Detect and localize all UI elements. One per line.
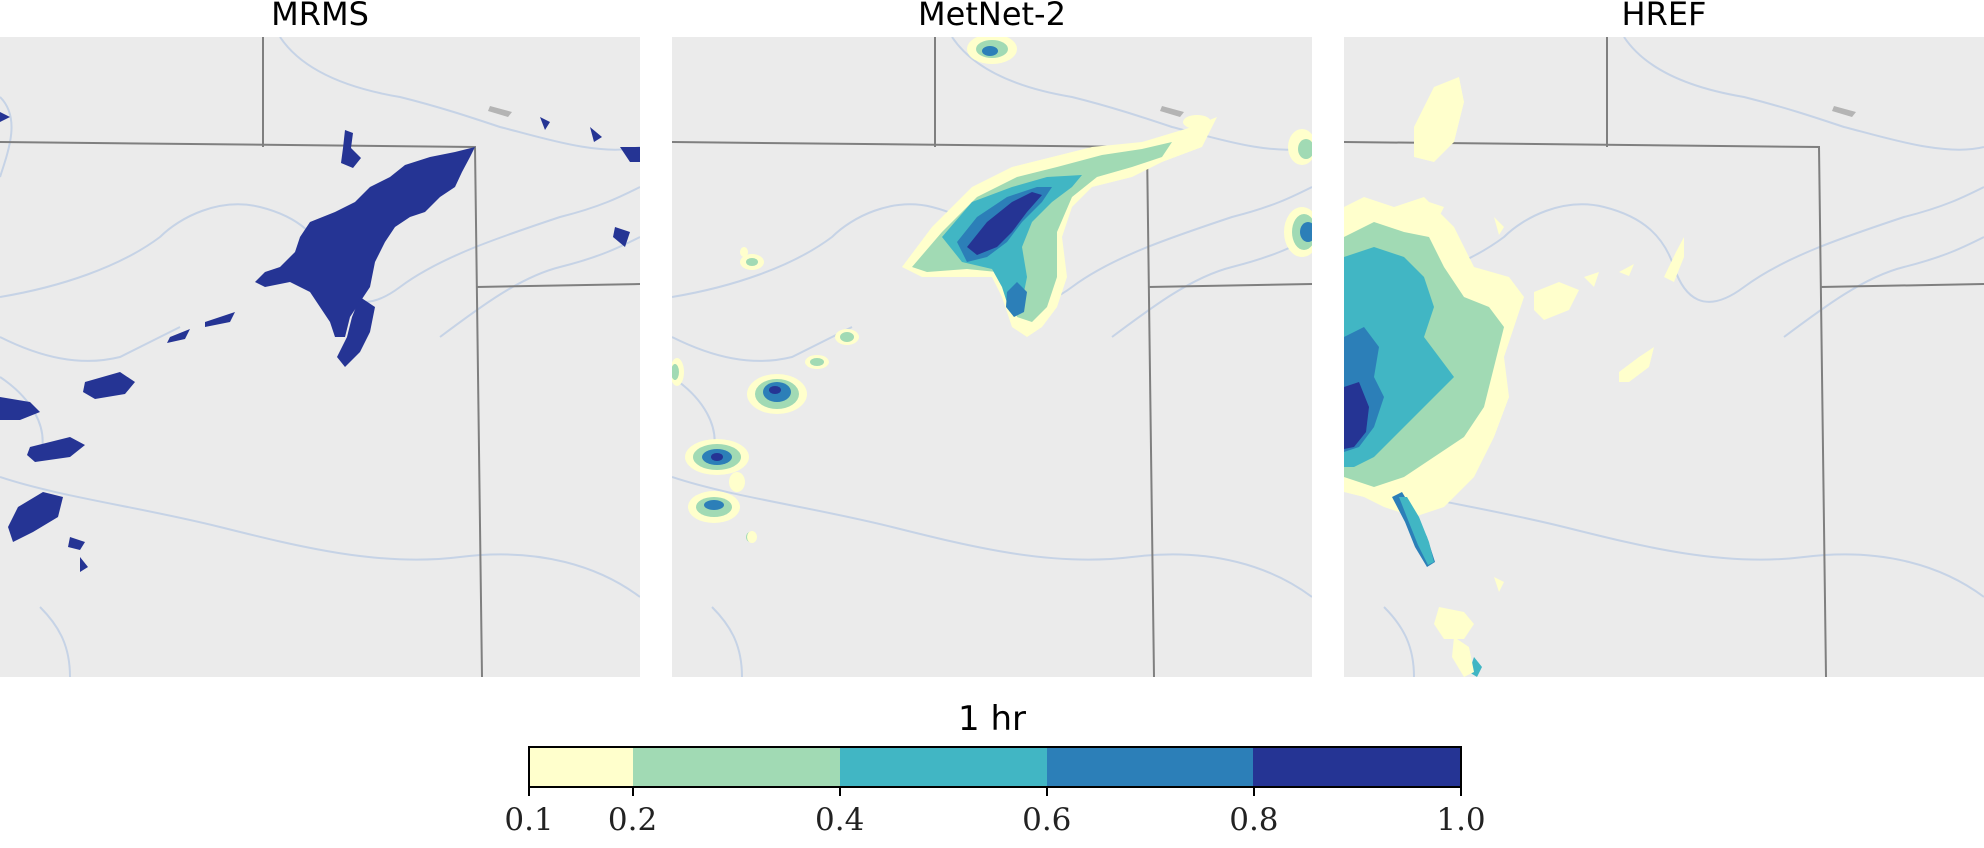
mrms-map [0,37,640,677]
state-borders [672,37,1312,677]
colorbar-segment [1253,748,1460,786]
precip-cells-href [1344,77,1684,677]
href-map [1344,37,1984,677]
colorbar-tick [528,788,530,796]
metnet2-map [672,37,1312,677]
colorbar-tick [1252,788,1255,796]
colorbar-label: 1 hr [958,699,1026,739]
colorbar-tick [838,788,841,796]
colorbar-tick [1045,788,1048,796]
colorbar-tick-label: 0.4 [815,802,865,838]
colorbar-tick-label: 0.6 [1022,802,1072,838]
colorbar-segment [1046,748,1254,786]
colorbar-segment [530,748,634,786]
colorbar-tick [1460,788,1462,796]
state-borders [0,37,640,677]
panel-title-metnet2: MetNet-2 [918,0,1066,33]
lake [488,106,512,117]
map-panel-metnet2 [672,37,1312,677]
colorbar-segment [633,748,840,786]
lake [1160,106,1184,117]
colorbar-tick [631,788,634,796]
panel-title-mrms: MRMS [271,0,369,33]
colorbar-segment [839,748,1047,786]
colorbar-tick-label: 0.2 [607,802,658,838]
colorbar [528,746,1462,788]
colorbar-tick-label: 1.0 [1436,802,1486,838]
precip-cells-mrms [0,112,640,572]
panel-title-href: HREF [1621,0,1707,33]
map-panel-href [1344,37,1984,677]
rivers [0,37,640,677]
map-panel-mrms [0,37,640,677]
state-borders [1344,37,1984,677]
lake [1832,106,1856,117]
colorbar-tick-label: 0.1 [504,802,554,838]
precip-contours-metnet2 [672,37,1312,543]
rivers [672,37,1312,677]
colorbar-tick-label: 0.8 [1229,802,1279,838]
